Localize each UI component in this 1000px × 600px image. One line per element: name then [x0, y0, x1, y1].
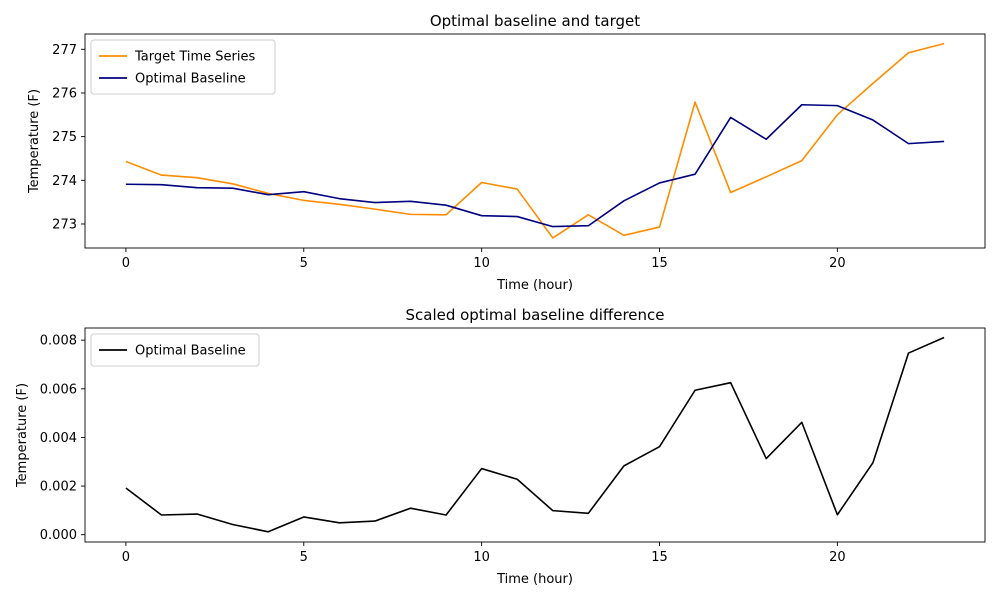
x-tick-label: 0	[122, 256, 130, 271]
x-tick-label: 0	[122, 550, 130, 565]
series-line-2	[125, 103, 945, 228]
chart-title: Optimal baseline and target	[430, 12, 640, 30]
y-tick-label: 276	[52, 86, 77, 101]
y-tick-label: 0.004	[40, 431, 77, 446]
y-axis-label: Temperature (F)	[27, 89, 42, 194]
x-tick-label: 5	[300, 550, 308, 565]
legend: Optimal Baseline	[90, 333, 260, 367]
x-tick-label: 15	[651, 550, 668, 565]
x-axis-label: Time (hour)	[496, 572, 573, 587]
y-tick-label: 277	[52, 43, 77, 58]
x-tick-label: 20	[829, 550, 846, 565]
y-tick-label: 274	[52, 174, 77, 189]
y-tick-label: 0.006	[40, 382, 77, 397]
x-tick-label: 5	[300, 256, 308, 271]
legend-entry: Optimal Baseline	[135, 72, 246, 87]
chart-panel-2: Scaled optimal baseline difference 0 5 10 15…	[15, 306, 986, 587]
chart-title: Scaled optimal baseline difference	[405, 306, 664, 324]
chart-panel-1: Optimal baseline and target 0 5 10 15 20 273 27…	[27, 12, 986, 293]
x-tick-label: 20	[829, 256, 846, 271]
legend-box	[90, 39, 276, 95]
y-tick-label: 0.002	[40, 480, 77, 495]
x-axis-label: Time (hour)	[496, 278, 573, 293]
plot-frame	[84, 33, 986, 249]
y-axis-label: Temperature (F)	[15, 383, 30, 488]
y-tick-label: 0.008	[40, 334, 77, 349]
x-tick-label: 15	[651, 256, 668, 271]
x-tick-label: 10	[473, 256, 490, 271]
y-tick-label: 273	[52, 217, 77, 232]
y-tick-label: 0.000	[40, 528, 77, 543]
plot-frame	[84, 327, 986, 543]
legend-entry: Target Time Series	[134, 50, 256, 65]
legend: Target Time Series Optimal Baseline	[90, 39, 276, 95]
y-tick-label: 275	[52, 130, 77, 145]
legend-box	[90, 333, 260, 367]
series-line-1	[125, 42, 945, 239]
x-tick-label: 10	[473, 550, 490, 565]
legend-entry: Optimal Baseline	[135, 344, 246, 359]
series-line-1	[125, 336, 945, 533]
